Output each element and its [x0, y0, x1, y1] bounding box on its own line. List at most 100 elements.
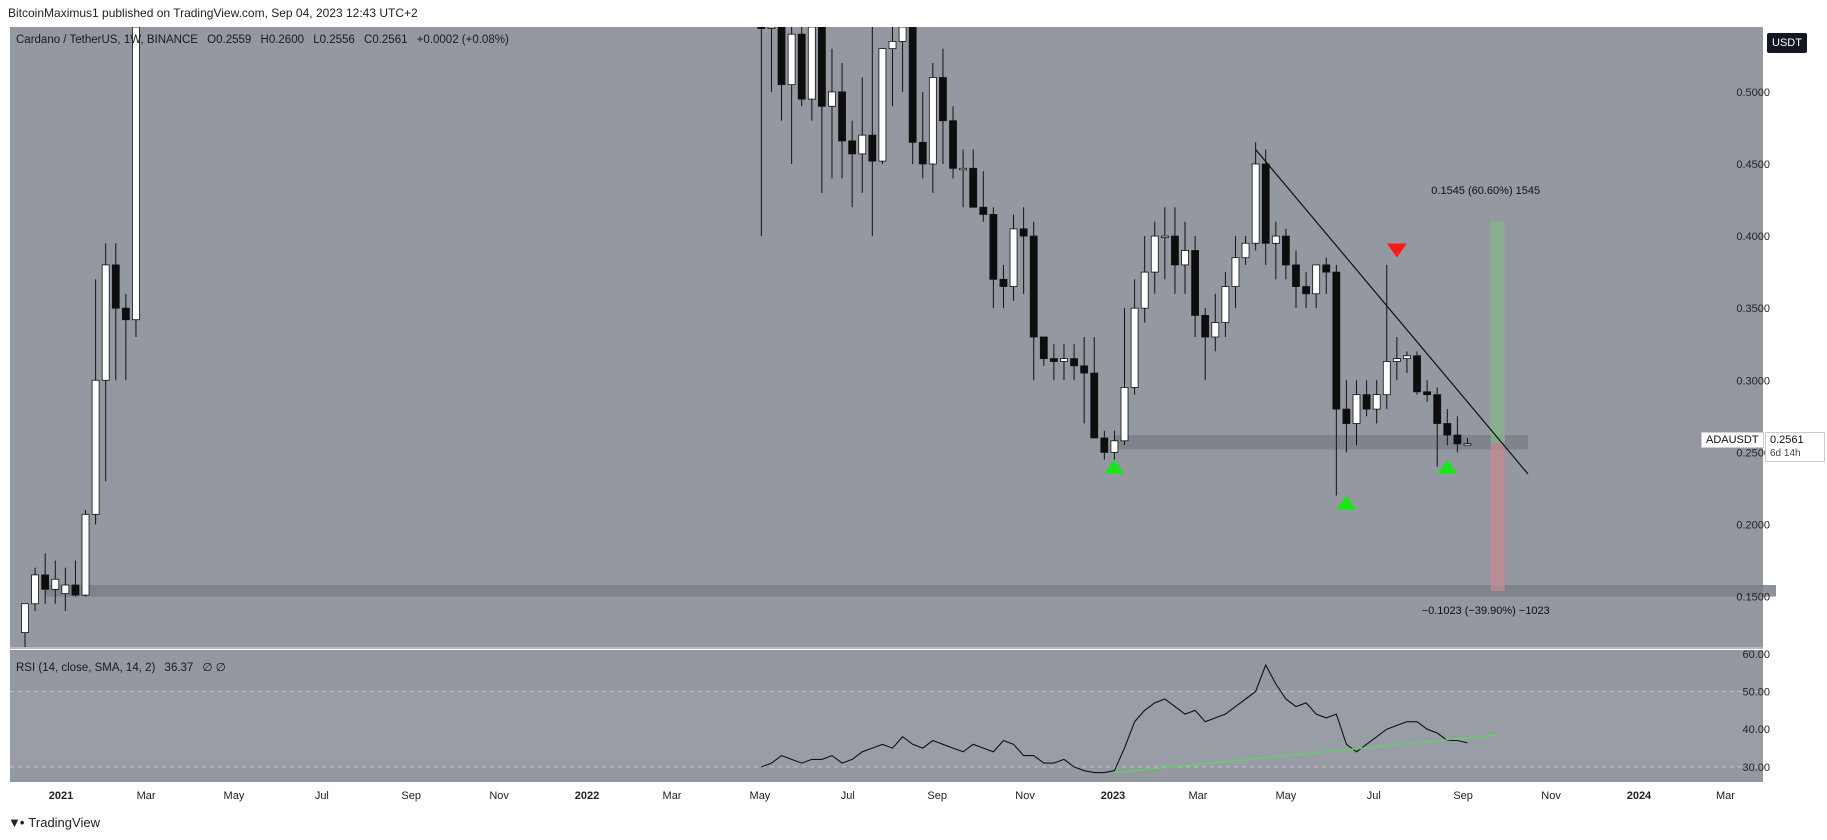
time-tick-label: Mar	[1716, 790, 1735, 802]
candle	[1261, 163, 1270, 244]
candle	[31, 574, 39, 605]
candle	[787, 33, 796, 86]
price-tick-label: 0.1500	[1736, 592, 1770, 604]
candle	[1049, 358, 1058, 362]
candle	[61, 584, 70, 595]
candle	[1090, 372, 1099, 439]
rsi-label: RSI (14, close, SMA, 14, 2)	[16, 662, 156, 674]
price-legend: Cardano / TetherUS, 1W, BINANCE O0.2559 …	[16, 34, 509, 46]
candle	[807, 26, 816, 100]
candle	[979, 206, 988, 215]
candle	[1392, 358, 1401, 362]
candle	[928, 77, 937, 165]
candle	[959, 167, 968, 171]
time-tick-label: Nov	[489, 790, 509, 802]
rsi-tick-label: 50.00	[1742, 686, 1770, 698]
rsi-tick-label: 30.00	[1742, 762, 1770, 774]
candle	[1453, 434, 1462, 445]
chart-svg[interactable]: 0.1545 (60.60%) 1545 −0.1023 (−39.90%) −1…	[10, 26, 1798, 804]
candle	[1140, 271, 1149, 309]
last-price-value: 0.2561	[1770, 434, 1804, 446]
candle	[1080, 365, 1089, 374]
candle	[898, 26, 907, 42]
candle	[777, 26, 786, 86]
currency-button[interactable]: USDT	[1767, 33, 1807, 53]
candle	[1181, 250, 1189, 266]
candle	[1282, 235, 1290, 266]
candle	[1302, 286, 1310, 295]
candle	[817, 26, 826, 107]
time-tick-label: May	[224, 790, 245, 802]
time-tick-label: Mar	[663, 790, 682, 802]
candle	[1130, 307, 1139, 388]
candle	[1110, 440, 1119, 453]
symbol-price-tag: ADAUSDT	[1701, 432, 1764, 448]
rsi-tick-label: 60.00	[1742, 649, 1770, 661]
high-key: H	[260, 34, 269, 46]
candle	[1100, 437, 1109, 453]
candle	[81, 513, 90, 596]
open-value: 0.2559	[216, 34, 252, 46]
time-tick-label: Sep	[401, 790, 421, 802]
candle	[797, 33, 806, 100]
time-tick-label: May	[750, 790, 771, 802]
candle	[91, 379, 100, 515]
candle	[71, 584, 80, 596]
price-tick-label: 0.5000	[1736, 87, 1770, 99]
candle	[1352, 394, 1361, 424]
candle	[41, 574, 50, 590]
last-price-tag: 0.2561 6d 14h	[1765, 432, 1825, 462]
candle	[1403, 355, 1411, 360]
candle	[848, 140, 857, 155]
candle	[1362, 394, 1371, 410]
low-key: L	[313, 34, 320, 46]
rsi-line	[761, 663, 1468, 774]
time-tick-label: Jul	[1367, 790, 1381, 802]
candle	[1191, 250, 1200, 316]
candle	[989, 214, 998, 280]
candle	[1120, 387, 1129, 442]
footer-brand: TradingView	[28, 815, 100, 830]
candle	[1231, 257, 1240, 287]
candle	[132, 26, 140, 321]
price-tick-label: 0.4500	[1736, 159, 1770, 171]
support-bounce-icon	[1336, 495, 1357, 510]
candle	[101, 264, 110, 381]
candle	[1443, 423, 1452, 436]
rejection-icon	[1386, 243, 1407, 258]
rsi-trendline	[1114, 734, 1498, 774]
price-tick-label: 0.2000	[1736, 519, 1770, 531]
candle	[21, 603, 29, 633]
candle	[51, 578, 60, 590]
candle	[1423, 391, 1432, 396]
candle	[1070, 358, 1078, 367]
time-tick-label: Jul	[315, 790, 329, 802]
candle	[1342, 408, 1351, 424]
time-tick-label: 2021	[49, 790, 73, 802]
loss-measure-box	[1490, 443, 1505, 592]
close-value: 0.2561	[372, 34, 408, 46]
price-tick-label: 0.2500	[1736, 447, 1770, 459]
time-tick-label: Mar	[137, 790, 156, 802]
candle	[1171, 235, 1179, 266]
candle	[969, 167, 978, 208]
candle	[828, 91, 836, 107]
support-zone	[1114, 435, 1528, 450]
price-tick-label: 0.4000	[1736, 231, 1770, 243]
rsi-pane-bg	[10, 650, 1763, 782]
candle	[757, 26, 766, 29]
change-value: +0.0002 (+0.08%)	[416, 34, 509, 46]
candle	[1060, 358, 1068, 362]
time-tick-label: Sep	[1453, 790, 1473, 802]
candle	[868, 134, 877, 162]
candle	[999, 278, 1008, 287]
candle	[121, 307, 130, 321]
chart-area[interactable]: 0.1545 (60.60%) 1545 −0.1023 (−39.90%) −1…	[10, 26, 1798, 804]
candle	[111, 264, 120, 309]
gain-measure-label: 0.1545 (60.60%) 1545	[1431, 185, 1540, 197]
price-scale-bg	[1763, 27, 1776, 804]
high-value: 0.2600	[268, 34, 304, 46]
candle	[1019, 228, 1028, 237]
candle	[1433, 394, 1442, 424]
price-tick-label: 0.3000	[1736, 375, 1770, 387]
